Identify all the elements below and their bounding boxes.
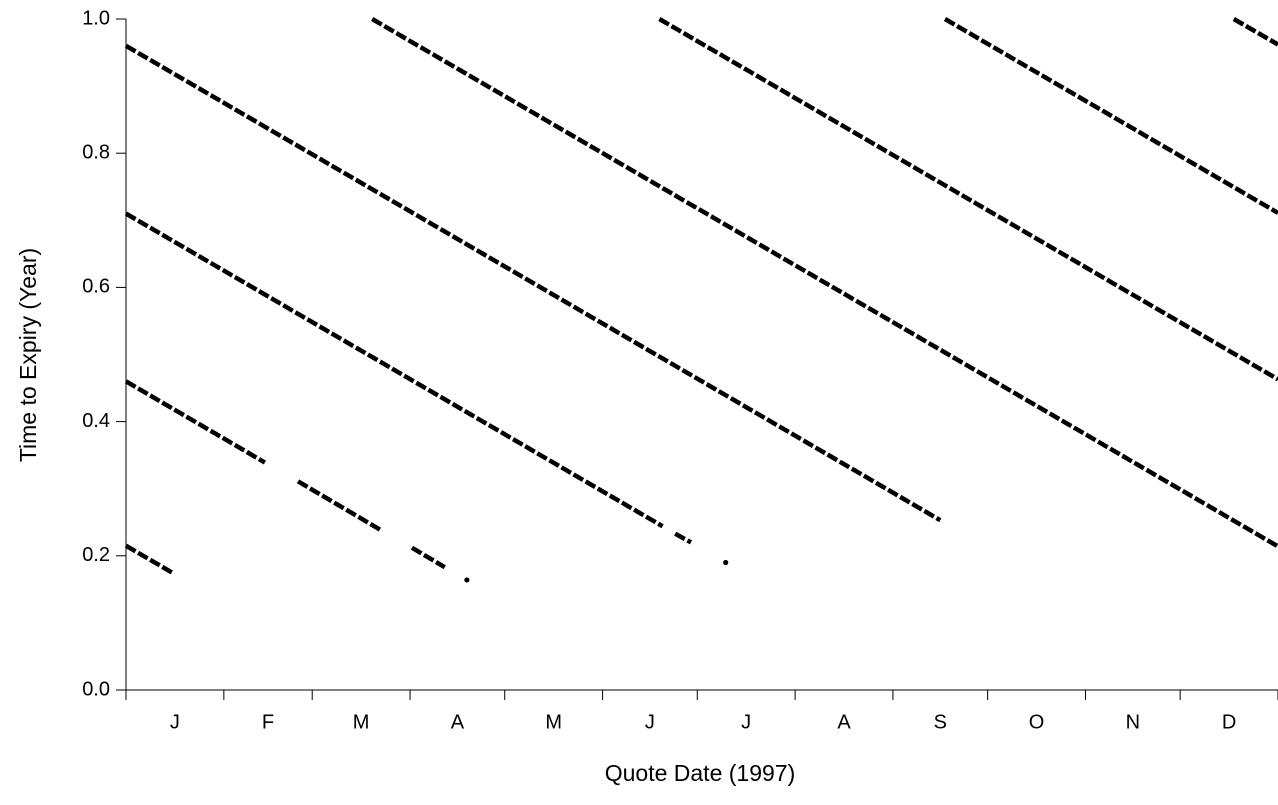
y-tick-label: 0.8	[82, 141, 110, 163]
data-line	[658, 17, 1278, 382]
y-tick-label: 0.6	[82, 276, 110, 298]
x-tick-label: F	[262, 711, 274, 733]
x-tick-label: J	[741, 711, 751, 733]
x-tick-label: M	[353, 711, 370, 733]
data-line	[124, 543, 174, 575]
data-line	[124, 211, 664, 529]
y-tick-label: 0.4	[82, 410, 110, 432]
y-tick-label: 0.2	[82, 544, 110, 566]
data-point	[464, 577, 470, 583]
x-axis-label: Quote Date (1997)	[605, 760, 796, 786]
x-tick-label: D	[1222, 711, 1236, 733]
data-line	[124, 379, 267, 465]
x-tick-label: S	[934, 711, 947, 733]
data-line	[1232, 17, 1278, 47]
data-line	[943, 17, 1278, 215]
x-tick-label: N	[1126, 711, 1140, 733]
data-line	[124, 43, 942, 523]
x-tick-label: J	[170, 711, 180, 733]
x-tick-label: M	[545, 711, 562, 733]
data-line	[410, 545, 446, 570]
data-point	[723, 559, 729, 566]
x-tick-label: O	[1029, 711, 1045, 733]
x-tick-label: J	[645, 711, 655, 733]
x-tick-label: A	[451, 711, 465, 733]
data-line	[371, 17, 1278, 549]
y-tick-label: 0.0	[82, 678, 110, 700]
x-tick-label: A	[837, 711, 851, 733]
y-axis-label: Time to Expiry (Year)	[15, 248, 41, 462]
y-tick-label: 1.0	[82, 7, 110, 29]
data-line	[674, 531, 693, 545]
data-line	[296, 479, 382, 532]
